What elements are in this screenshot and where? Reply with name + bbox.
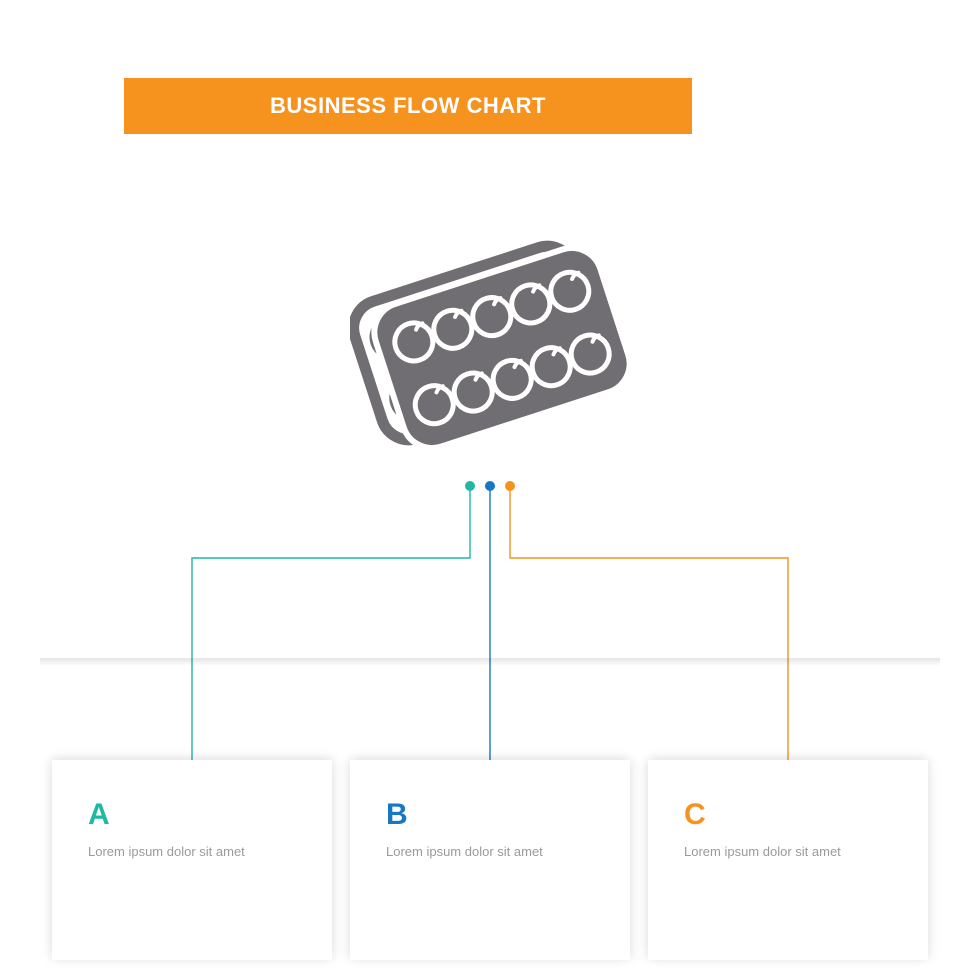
card-letter-a: A bbox=[88, 798, 304, 832]
horizontal-divider-shadow bbox=[40, 658, 940, 666]
card-text-a: Lorem ipsum dolor sit amet bbox=[88, 842, 304, 862]
pills-blister-icon bbox=[350, 208, 630, 468]
card-b: B Lorem ipsum dolor sit amet bbox=[350, 760, 630, 960]
card-a: A Lorem ipsum dolor sit amet bbox=[52, 760, 332, 960]
card-c: C Lorem ipsum dolor sit amet bbox=[648, 760, 928, 960]
card-row: A Lorem ipsum dolor sit amet B Lorem ips… bbox=[52, 760, 928, 960]
card-letter-b: B bbox=[386, 798, 602, 832]
card-text-b: Lorem ipsum dolor sit amet bbox=[386, 842, 602, 862]
card-text-c: Lorem ipsum dolor sit amet bbox=[684, 842, 900, 862]
header-bar: BUSINESS FLOW CHART bbox=[124, 78, 692, 134]
card-letter-c: C bbox=[684, 798, 900, 832]
header-title: BUSINESS FLOW CHART bbox=[270, 93, 546, 119]
